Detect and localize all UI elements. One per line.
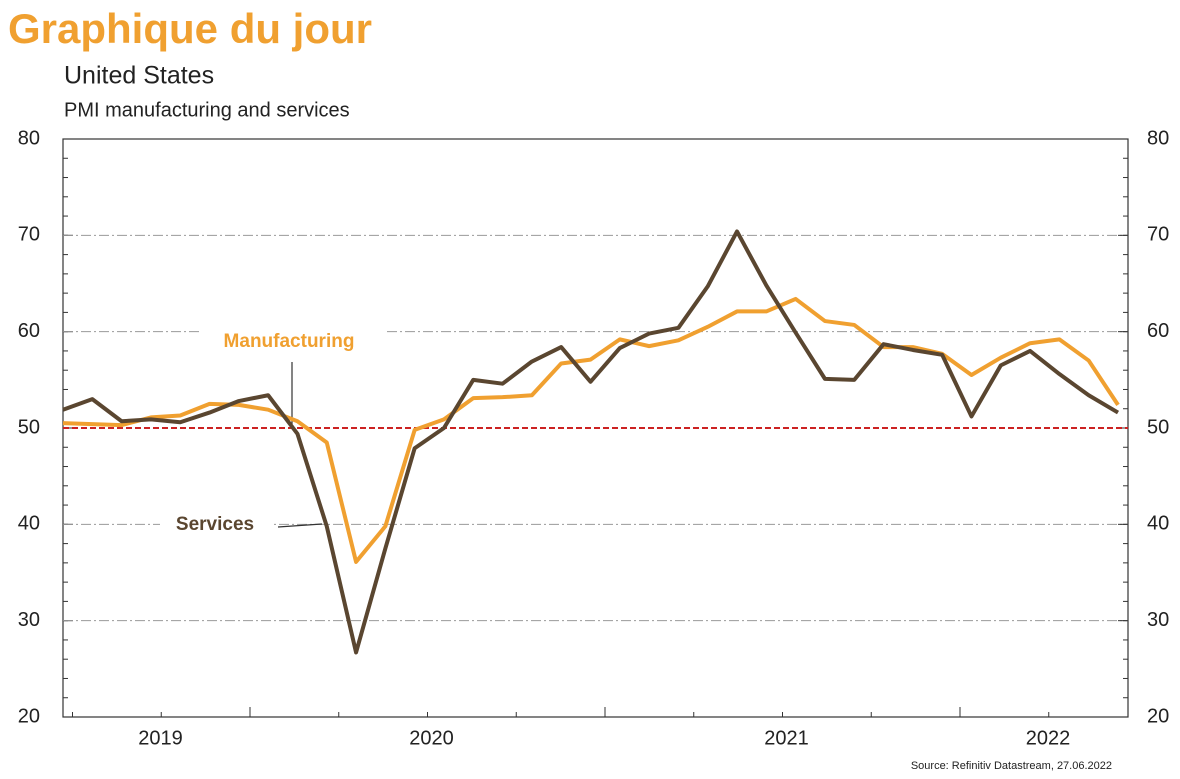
y2-tick-label: 40 <box>1147 513 1169 535</box>
y-tick-label: 30 <box>18 609 40 631</box>
y-tick-label: 80 <box>18 127 40 149</box>
y2-tick-label: 70 <box>1147 224 1169 246</box>
y2-tick-label: 30 <box>1147 609 1169 631</box>
y2-tick-label: 20 <box>1147 705 1169 727</box>
x-tick-label: 2022 <box>1026 727 1071 749</box>
source: Source: Refinitiv Datastream, 27.06.2022 <box>911 760 1112 772</box>
series-label: Manufacturing <box>224 331 355 352</box>
series-label: Services <box>176 514 254 535</box>
y2-tick-label: 50 <box>1147 416 1169 438</box>
y2-tick-label: 60 <box>1147 320 1169 342</box>
series-line <box>62 229 1120 655</box>
x-tick-label: 2020 <box>409 727 454 749</box>
annotation-leader <box>277 523 323 528</box>
label-bg <box>202 328 384 354</box>
x-tick-label: 2019 <box>138 727 183 749</box>
y2-tick-label: 80 <box>1147 127 1169 149</box>
y-tick-label: 60 <box>18 320 40 342</box>
chart-subtitle: PMI manufacturing and services <box>64 99 350 121</box>
header: Graphique du jour <box>8 5 372 52</box>
label-bg <box>160 512 272 538</box>
chart-title: United States <box>64 62 214 90</box>
y-tick-label: 40 <box>18 513 40 535</box>
y-tick-label: 20 <box>18 705 40 727</box>
x-tick-label: 2021 <box>764 727 809 749</box>
y-tick-label: 70 <box>18 224 40 246</box>
y-tick-label: 50 <box>18 416 40 438</box>
